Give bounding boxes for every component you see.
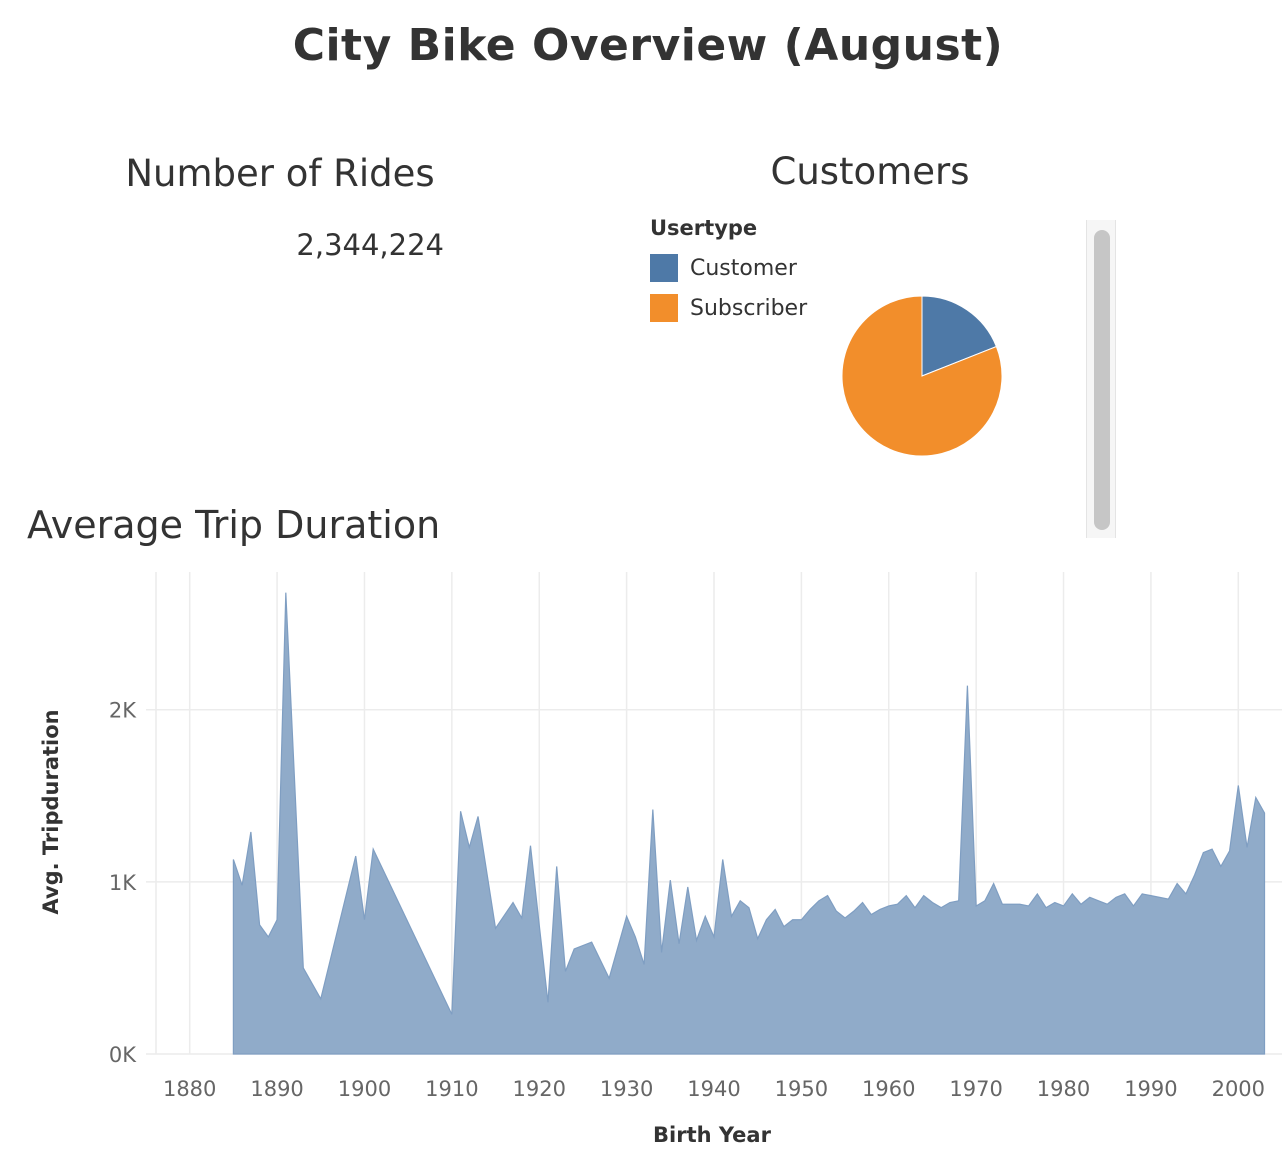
- x-tick-label: 1970: [949, 1077, 1002, 1101]
- x-tick-label: 1940: [687, 1077, 740, 1101]
- scrollbar-thumb[interactable]: [1094, 230, 1110, 530]
- x-tick-label: 1930: [600, 1077, 653, 1101]
- x-axis-title: Birth Year: [653, 1123, 772, 1147]
- rides-title: Number of Rides: [125, 152, 435, 195]
- legend-label-customer: Customer: [690, 255, 797, 281]
- customers-title: Customers: [770, 150, 970, 193]
- legend-item-subscriber[interactable]: Subscriber: [650, 288, 807, 328]
- y-tick-label: 0K: [109, 1043, 137, 1067]
- legend-scrollbar[interactable]: [1086, 220, 1116, 538]
- trip-duration-area-chart: 1880 1890 1900 1910 1920 1930 1940 1950 1960 1970…: [39, 572, 1282, 1147]
- legend-title: Usertype: [650, 216, 758, 240]
- x-tick-label: 1890: [250, 1077, 303, 1101]
- area-series-avg-tripduration[interactable]: [232, 592, 1266, 1055]
- x-tick-label: 2000: [1212, 1077, 1265, 1101]
- trip-duration-title: Average Trip Duration: [27, 503, 441, 547]
- y-axis-title: Avg. Tripduration: [39, 709, 63, 914]
- rides-value: 2,344,224: [296, 228, 444, 262]
- legend-label-subscriber: Subscriber: [690, 295, 808, 321]
- x-tick-label: 1880: [163, 1077, 216, 1101]
- x-tick-label: 1910: [425, 1077, 478, 1101]
- x-tick-label: 1990: [1124, 1077, 1177, 1101]
- legend-swatch-customer: [650, 254, 678, 282]
- y-tick-label: 1K: [109, 871, 137, 895]
- x-tick-label: 1980: [1037, 1077, 1090, 1101]
- usertype-legend: Usertype Customer Subscriber: [650, 216, 807, 328]
- pie-slice-customer[interactable]: [921, 295, 998, 377]
- x-tick-label: 1950: [775, 1077, 828, 1101]
- x-tick-label: 1960: [862, 1077, 915, 1101]
- dashboard-title: City Bike Overview (August): [292, 20, 1004, 71]
- x-tick-label: 1900: [338, 1077, 391, 1101]
- y-tick-label: 2K: [109, 699, 137, 723]
- customers-pie-chart: [841, 295, 1003, 457]
- x-tick-label: 1920: [513, 1077, 566, 1101]
- legend-item-customer[interactable]: Customer: [650, 248, 807, 288]
- pie-slice-subscriber[interactable]: [841, 295, 1003, 457]
- legend-swatch-subscriber: [650, 294, 678, 322]
